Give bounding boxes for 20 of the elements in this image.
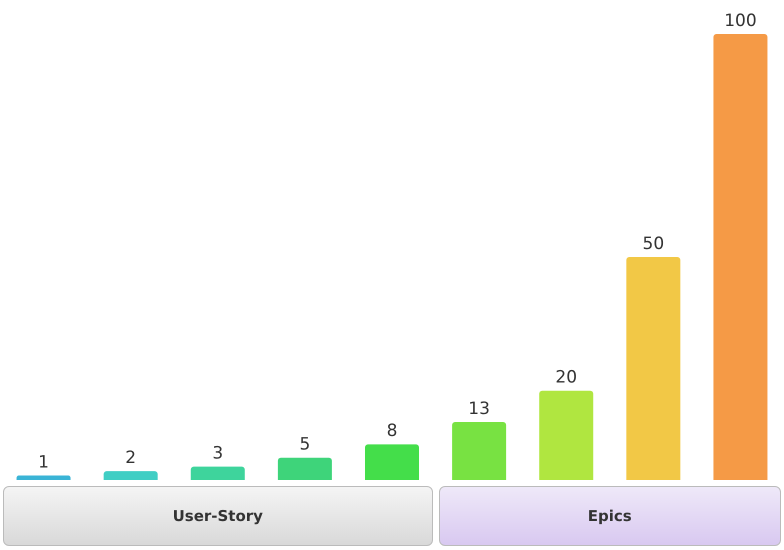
bar xyxy=(452,422,506,480)
text: User-Story xyxy=(3,486,433,546)
bar xyxy=(278,458,332,480)
bar xyxy=(16,476,71,480)
bar xyxy=(626,257,680,480)
bar xyxy=(364,444,420,480)
bar xyxy=(104,471,158,480)
data-label: 5 xyxy=(299,434,310,455)
text: Epics xyxy=(438,486,781,546)
data-label: 1 xyxy=(38,452,49,472)
data-label: 100 xyxy=(724,10,757,31)
bar xyxy=(713,34,768,480)
data-label: 3 xyxy=(212,444,224,464)
bar xyxy=(190,466,245,480)
bar xyxy=(539,390,594,480)
data-label: 8 xyxy=(386,421,398,442)
data-label: 50 xyxy=(642,234,664,254)
data-label: 2 xyxy=(125,448,136,468)
data-label: 13 xyxy=(468,398,490,419)
data-label: 20 xyxy=(555,368,578,388)
